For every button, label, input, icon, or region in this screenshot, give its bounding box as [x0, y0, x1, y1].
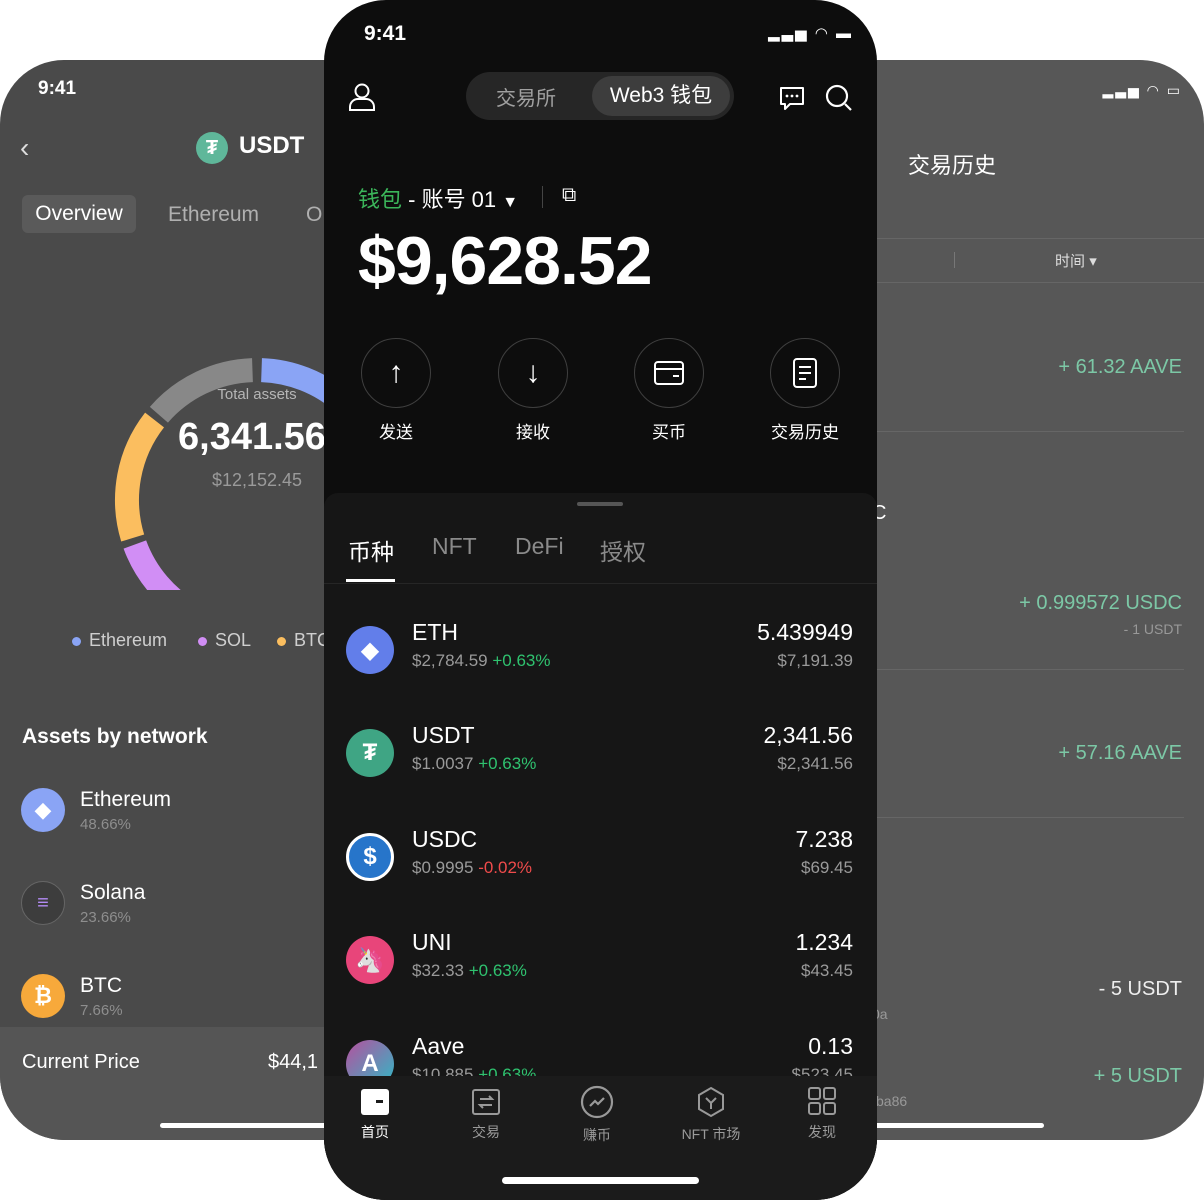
network-row-ethereum[interactable]: ◆ Ethereum 48.66%: [21, 788, 171, 833]
network-row-solana[interactable]: ≡ Solana 23.66%: [21, 881, 145, 926]
home-indicator: [502, 1177, 699, 1184]
total-balance: $9,628.52: [358, 223, 653, 299]
history-button[interactable]: [770, 338, 840, 408]
arc-btc: [115, 412, 165, 542]
tab-approvals[interactable]: 授权: [600, 539, 646, 565]
swap-icon: [472, 1089, 500, 1115]
active-tab-indicator: [346, 579, 395, 582]
time-filter[interactable]: 时间 ▾: [1055, 253, 1097, 270]
divider: [542, 186, 543, 208]
home-indicator: [160, 1123, 460, 1128]
tab-ethereum[interactable]: Ethereum: [168, 203, 260, 226]
profile-icon[interactable]: [348, 82, 376, 112]
bitcoin-icon: ₿: [21, 974, 65, 1018]
receive-label: 接收: [516, 423, 550, 442]
current-price-label: Current Price: [22, 1051, 140, 1073]
asset-row-uni[interactable]: 🦄 UNI $32.33 +0.63% 1.234 $43.45: [324, 909, 877, 1012]
caret-down-icon: ▾: [1089, 253, 1097, 270]
bottom-nav: 首页 交易 赚币 NFT 市场 发现: [324, 1076, 877, 1200]
asset-row-eth[interactable]: ◆ ETH $2,784.59 +0.63% 5.439949 $7,191.3…: [324, 599, 877, 702]
send-button[interactable]: ↑: [361, 338, 431, 408]
receive-button[interactable]: ↓: [498, 338, 568, 408]
account-selector[interactable]: 钱包 - 账号 01 ▼: [358, 187, 519, 212]
message-icon[interactable]: [778, 85, 806, 111]
solana-icon: ≡: [21, 881, 65, 925]
legend-ethereum: Ethereum: [72, 630, 167, 651]
donut-usd: $12,152.45: [211, 470, 303, 490]
nav-trade[interactable]: 交易: [431, 1088, 541, 1142]
usdc-icon: $: [346, 833, 394, 881]
asset-row-aave[interactable]: A Aave $10.885 +0.63% 0.13 $523.45: [324, 1013, 877, 1116]
legend-btc: BTC: [277, 630, 330, 651]
ethereum-icon: ◆: [21, 788, 65, 832]
asset-row-usdc[interactable]: $ USDC $0.9995 -0.02% 7.238 $69.45: [324, 806, 877, 909]
section-title: Assets by network: [22, 725, 208, 748]
legend-dot: [277, 636, 286, 646]
legend-dot: [72, 636, 81, 646]
home-indicator: [860, 1123, 1044, 1128]
divider: [560, 238, 1204, 239]
status-icons: ▂▃▅ ◠ ▭: [1102, 82, 1182, 98]
arrow-down-icon: ↓: [498, 338, 568, 408]
tx-amount: + 61.32 AAVE: [1058, 356, 1182, 378]
eth-icon: ◆: [346, 626, 394, 674]
home-icon: [361, 1089, 389, 1115]
divider: [324, 583, 877, 584]
nav-discover[interactable]: 发现: [767, 1087, 877, 1142]
segment-exchange[interactable]: 交易所: [496, 88, 556, 110]
nav-nft-market[interactable]: NFT 市场: [656, 1086, 766, 1144]
grid-icon: [808, 1087, 836, 1115]
earn-icon: [580, 1085, 614, 1119]
copy-address-icon[interactable]: ⧉: [562, 184, 577, 206]
network-row-btc[interactable]: ₿ BTC 7.66%: [21, 974, 123, 1019]
buy-button[interactable]: [634, 338, 704, 408]
send-label: 发送: [379, 423, 413, 442]
status-time: 9:41: [38, 78, 77, 99]
tx-amount: + 57.16 AAVE: [1058, 742, 1182, 764]
tx-amount: + 5 USDT: [1093, 1065, 1182, 1087]
usdt-icon: ₮: [346, 729, 394, 777]
divider: [954, 252, 955, 268]
tab-tokens[interactable]: 币种: [348, 539, 394, 565]
tx-sub-amount: - 1 USDT: [1123, 621, 1182, 637]
history-label: 交易历史: [771, 423, 839, 442]
usdt-logo-icon: ₮: [196, 132, 228, 164]
asset-row-usdt[interactable]: ₮ USDT $1.0037 +0.63% 2,341.56 $2,341.56: [324, 702, 877, 805]
tab-other[interactable]: O: [306, 203, 323, 226]
token-title: USDT: [239, 132, 305, 159]
mode-switch: 交易所 Web3 钱包: [466, 72, 734, 120]
nav-home[interactable]: 首页: [324, 1088, 430, 1142]
search-icon[interactable]: [824, 83, 854, 113]
caret-down-icon: ▼: [502, 194, 519, 211]
tx-amount: + 0.999572 USDC: [1019, 592, 1182, 614]
center-phone-wallet: 9:41 ▂▃▅ ◠ ▬ 交易所 Web3 钱包 钱包 - 账号 01 ▼ ⧉ …: [324, 0, 877, 1200]
arrow-up-icon: ↑: [361, 338, 431, 408]
nft-hexagon-icon: [698, 1086, 724, 1118]
status-time: 9:41: [364, 22, 407, 45]
uni-icon: 🦄: [346, 936, 394, 984]
tx-amount: - 5 USDT: [1098, 978, 1182, 1000]
segment-web3-wallet[interactable]: Web3 钱包: [592, 76, 730, 116]
donut-label: Total assets: [217, 386, 297, 403]
arc-sol: [123, 540, 181, 590]
nav-earn[interactable]: 赚币: [542, 1085, 652, 1145]
page-title: 交易历史: [908, 153, 997, 178]
tab-defi[interactable]: DeFi: [515, 533, 564, 559]
donut-value: 6,341.56: [178, 416, 326, 458]
divider: [560, 282, 1204, 283]
document-icon: [770, 338, 840, 408]
legend-dot: [198, 636, 207, 646]
card-icon: [634, 338, 704, 408]
legend-sol: SOL: [198, 630, 251, 651]
tab-nft[interactable]: NFT: [432, 533, 477, 559]
arc-other: [149, 358, 254, 423]
drag-handle[interactable]: [577, 502, 623, 506]
current-price-value: $44,1: [268, 1051, 319, 1073]
tab-overview[interactable]: Overview: [22, 195, 136, 233]
fragment-text: ba86: [876, 1093, 908, 1109]
back-icon[interactable]: ‹: [20, 132, 30, 163]
status-icons: ▂▃▅ ◠ ▬: [767, 25, 853, 42]
buy-label: 买币: [652, 423, 686, 442]
